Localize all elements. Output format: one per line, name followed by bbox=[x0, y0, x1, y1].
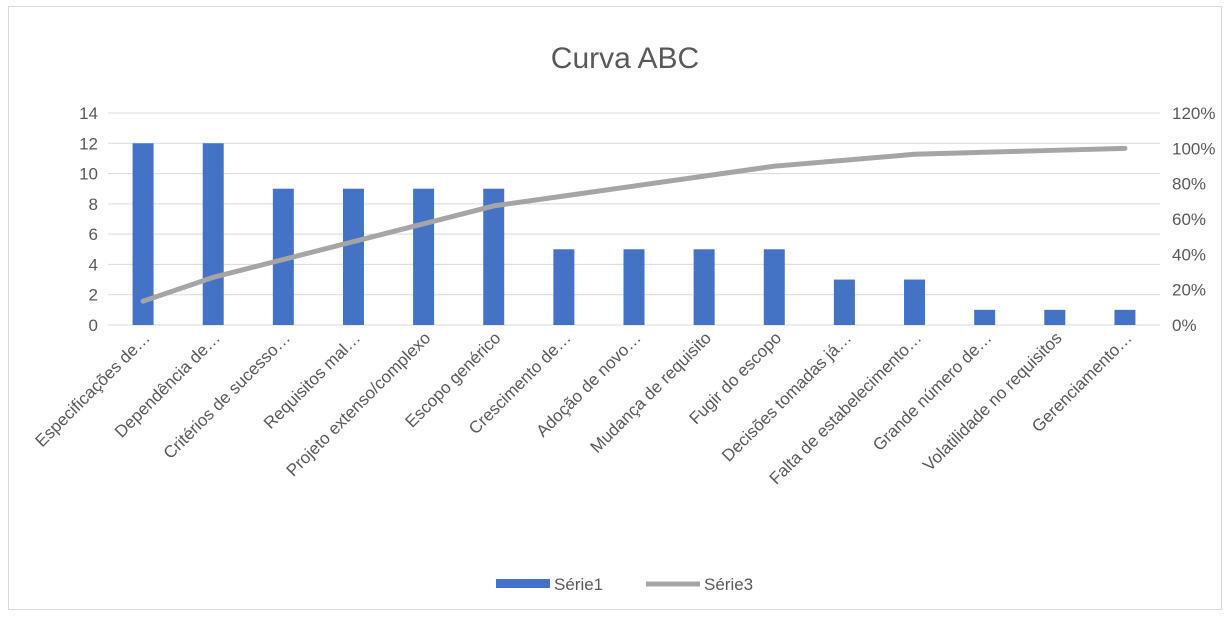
right-axis: 0% 20% 40% 60% 80% 100% 120% bbox=[1172, 104, 1215, 335]
category-label: Projeto extenso/complexo bbox=[283, 328, 435, 480]
bar bbox=[553, 249, 575, 325]
right-tick-label: 80% bbox=[1172, 175, 1206, 194]
legend: Série1 Série3 bbox=[496, 575, 753, 594]
right-tick-label: 0% bbox=[1172, 316, 1197, 335]
category-label: Volatilidade no requisitos bbox=[919, 328, 1065, 474]
bar bbox=[833, 279, 855, 325]
bar bbox=[623, 249, 645, 325]
left-tick-label: 10 bbox=[79, 165, 98, 184]
bar bbox=[272, 188, 294, 325]
bar bbox=[693, 249, 715, 325]
line-series bbox=[140, 145, 1128, 304]
legend-label-serie1: Série1 bbox=[554, 575, 603, 594]
left-tick-label: 2 bbox=[89, 286, 98, 305]
right-tick-label: 20% bbox=[1172, 281, 1206, 300]
category-label: Especificações de… bbox=[32, 328, 154, 450]
left-tick-label: 6 bbox=[89, 225, 98, 244]
category-label: Critérios de sucesso… bbox=[160, 328, 294, 462]
left-tick-label: 14 bbox=[79, 104, 98, 123]
cumulative-line bbox=[140, 145, 1128, 304]
right-tick-label: 60% bbox=[1172, 210, 1206, 229]
left-tick-label: 0 bbox=[89, 316, 98, 335]
category-axis: Especificações de…Dependência de…Critéri… bbox=[32, 328, 1136, 488]
bar bbox=[132, 143, 154, 325]
left-tick-label: 4 bbox=[89, 255, 98, 274]
chart-title: Curva ABC bbox=[551, 42, 699, 75]
legend-swatch-serie1 bbox=[496, 579, 550, 588]
bar bbox=[1044, 309, 1066, 325]
bar bbox=[483, 188, 505, 325]
bar bbox=[342, 188, 364, 325]
bar bbox=[413, 188, 435, 325]
right-tick-label: 120% bbox=[1172, 104, 1215, 123]
legend-label-serie3: Série3 bbox=[704, 575, 753, 594]
category-label: Mudança de requisito bbox=[587, 328, 715, 456]
bar bbox=[1114, 309, 1136, 325]
bar-series bbox=[132, 143, 1136, 325]
right-tick-label: 40% bbox=[1172, 245, 1206, 264]
bar bbox=[202, 143, 224, 325]
bar bbox=[974, 309, 996, 325]
category-label: Decisões tomadas já… bbox=[718, 328, 855, 465]
left-axis: 0 2 4 6 8 10 12 14 bbox=[79, 104, 98, 335]
left-tick-label: 8 bbox=[89, 195, 98, 214]
right-tick-label: 100% bbox=[1172, 139, 1215, 158]
left-tick-label: 12 bbox=[79, 134, 98, 153]
bar bbox=[763, 249, 785, 325]
category-label: Grande número de… bbox=[869, 328, 995, 454]
bar bbox=[904, 279, 926, 325]
